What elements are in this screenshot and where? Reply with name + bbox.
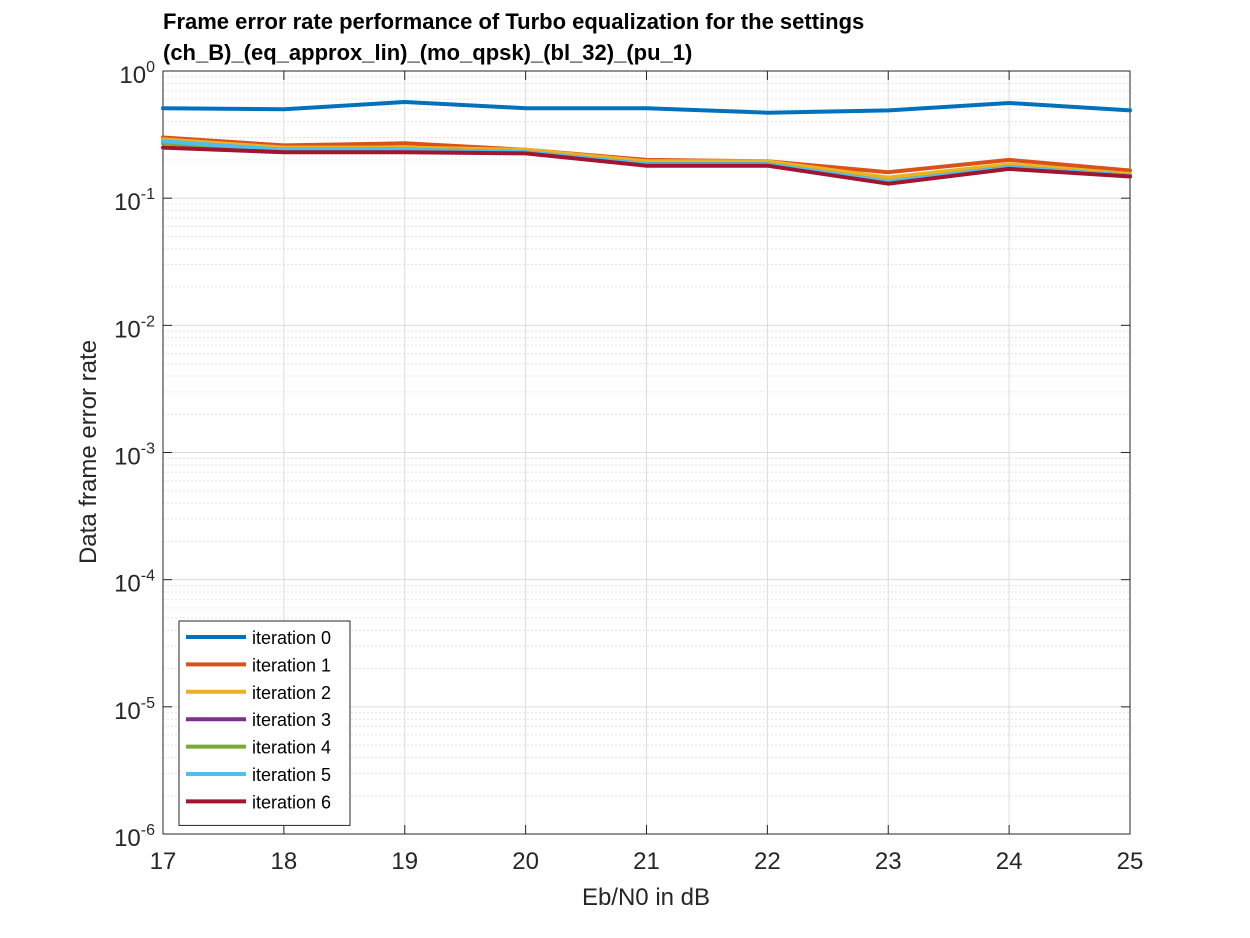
- x-tick-label: 21: [633, 848, 660, 875]
- y-tick-label-exponent: -4: [141, 568, 155, 585]
- legend-label: iteration 3: [252, 710, 331, 730]
- series-lines: [161, 100, 1132, 186]
- chart-title: Frame error rate performance of Turbo eq…: [163, 9, 864, 65]
- chart-title-line-1: Frame error rate performance of Turbo eq…: [163, 9, 864, 34]
- y-tick-label-exponent: 0: [146, 59, 155, 76]
- y-tick-label-base: 10: [114, 698, 141, 725]
- x-tick-label: 25: [1117, 848, 1144, 875]
- legend-label: iteration 2: [252, 683, 331, 703]
- y-tick-label: 10-3: [114, 441, 155, 471]
- legend: iteration 0 iteration 1 iteration 2 iterati…: [178, 620, 351, 826]
- y-tick-label: 10-2: [114, 313, 155, 343]
- y-tick-label: 10-6: [114, 822, 155, 852]
- y-tick-label-exponent: -3: [141, 441, 155, 458]
- legend-box: [178, 620, 351, 826]
- chart-title-line-2: (ch_B)_(eq_approx_lin)_(mo_qpsk)_(bl_32)…: [163, 40, 692, 65]
- axis-ticks: [162, 70, 1131, 835]
- legend-label: iteration 1: [252, 655, 331, 675]
- x-tick-label: 23: [875, 848, 902, 875]
- x-tick-label: 18: [271, 848, 298, 875]
- x-tick-label: 22: [754, 848, 781, 875]
- legend-label: iteration 6: [252, 792, 331, 812]
- x-tick-label: 17: [150, 848, 177, 875]
- y-tick-label-base: 10: [114, 444, 141, 471]
- y-tick-label: 10-4: [114, 568, 155, 598]
- y-tick-label-exponent: -1: [141, 186, 155, 203]
- y-axis-label: Data frame error rate: [75, 340, 102, 564]
- legend-label: iteration 4: [252, 738, 331, 758]
- y-tick-label-base: 10: [114, 189, 141, 216]
- x-tick-label: 19: [391, 848, 418, 875]
- y-tick-label-exponent: -6: [141, 822, 155, 839]
- y-tick-label: 10-1: [114, 186, 155, 216]
- y-tick-label-base: 10: [119, 62, 146, 89]
- legend-label: iteration 0: [252, 628, 331, 648]
- x-tick-label: 20: [512, 848, 539, 875]
- series-line-iteration-6: [161, 145, 1132, 186]
- y-tick-label: 100: [119, 59, 155, 89]
- y-tick-label-exponent: -5: [141, 695, 155, 712]
- y-tick-label: 10-5: [114, 695, 155, 725]
- y-tick-label-exponent: -2: [141, 313, 155, 330]
- series-line-iteration-2: [161, 137, 1132, 180]
- legend-label: iteration 5: [252, 765, 331, 785]
- series-line-iteration-0: [161, 100, 1132, 115]
- y-tick-label-base: 10: [114, 571, 141, 598]
- minor-grid: [163, 76, 1130, 797]
- y-tick-label-base: 10: [114, 316, 141, 343]
- y-tick-label-base: 10: [114, 825, 141, 852]
- x-axis-label: Eb/N0 in dB: [582, 884, 710, 911]
- x-tick-label: 24: [996, 848, 1023, 875]
- x-tick-labels: 17 18 19 20 21 22 23 24 25: [150, 848, 1144, 875]
